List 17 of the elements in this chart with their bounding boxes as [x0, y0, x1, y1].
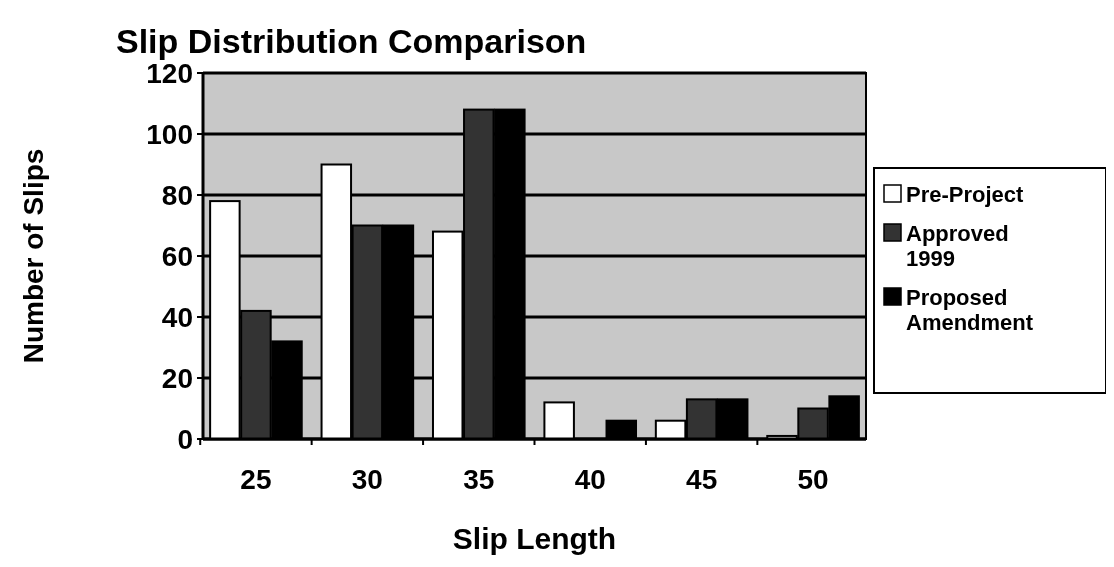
y-axis-title: Number of Slips	[18, 148, 49, 364]
y-tick-label: 0	[177, 423, 193, 455]
y-tick-label: 100	[146, 118, 193, 150]
legend-label: Proposed Amendment	[906, 285, 1034, 335]
y-tick-label: 20	[161, 362, 193, 394]
x-tick-label: 30	[351, 464, 383, 495]
x-tick-label: 25	[240, 464, 272, 495]
y-tick-label: 60	[161, 240, 193, 272]
x-tick-label: 45	[686, 464, 718, 495]
y-tick-label: 80	[161, 179, 193, 211]
x-tick-label: 35	[463, 464, 495, 495]
x-axis-title: Slip Length	[452, 522, 617, 555]
y-tick-label: 40	[161, 301, 193, 333]
x-tick-label: 40	[574, 464, 606, 495]
legend-label: Pre-Project	[906, 182, 1025, 207]
x-tick-label: 50	[797, 464, 829, 495]
legend-label: Approved 1999	[906, 221, 1009, 271]
